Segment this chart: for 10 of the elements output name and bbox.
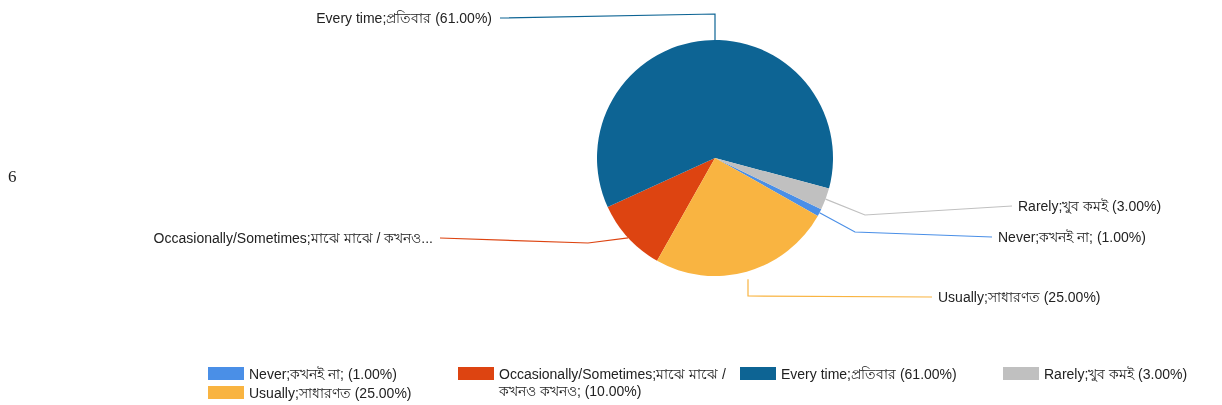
data-label: Occasionally/Sometimes;মাঝে মাঝে / কখনও... [153,230,433,246]
legend-label: Usually;সাধারণত (25.00%) [249,385,412,401]
data-label: Never;কখনই না; (1.00%) [998,229,1146,245]
legend-label: Every time;প্রতিবার (61.00%) [781,366,957,382]
legend-label: Rarely;খুব কমই (3.00%) [1044,366,1188,382]
data-label: Every time;প্রতিবার (61.00%) [316,10,492,26]
data-label: Usually;সাধারণত (25.00%) [938,289,1101,305]
legend-label: Never;কখনই না; (1.00%) [249,366,397,382]
data-label: Rarely;খুব কমই (3.00%) [1018,198,1162,214]
text: 6 [8,167,17,186]
